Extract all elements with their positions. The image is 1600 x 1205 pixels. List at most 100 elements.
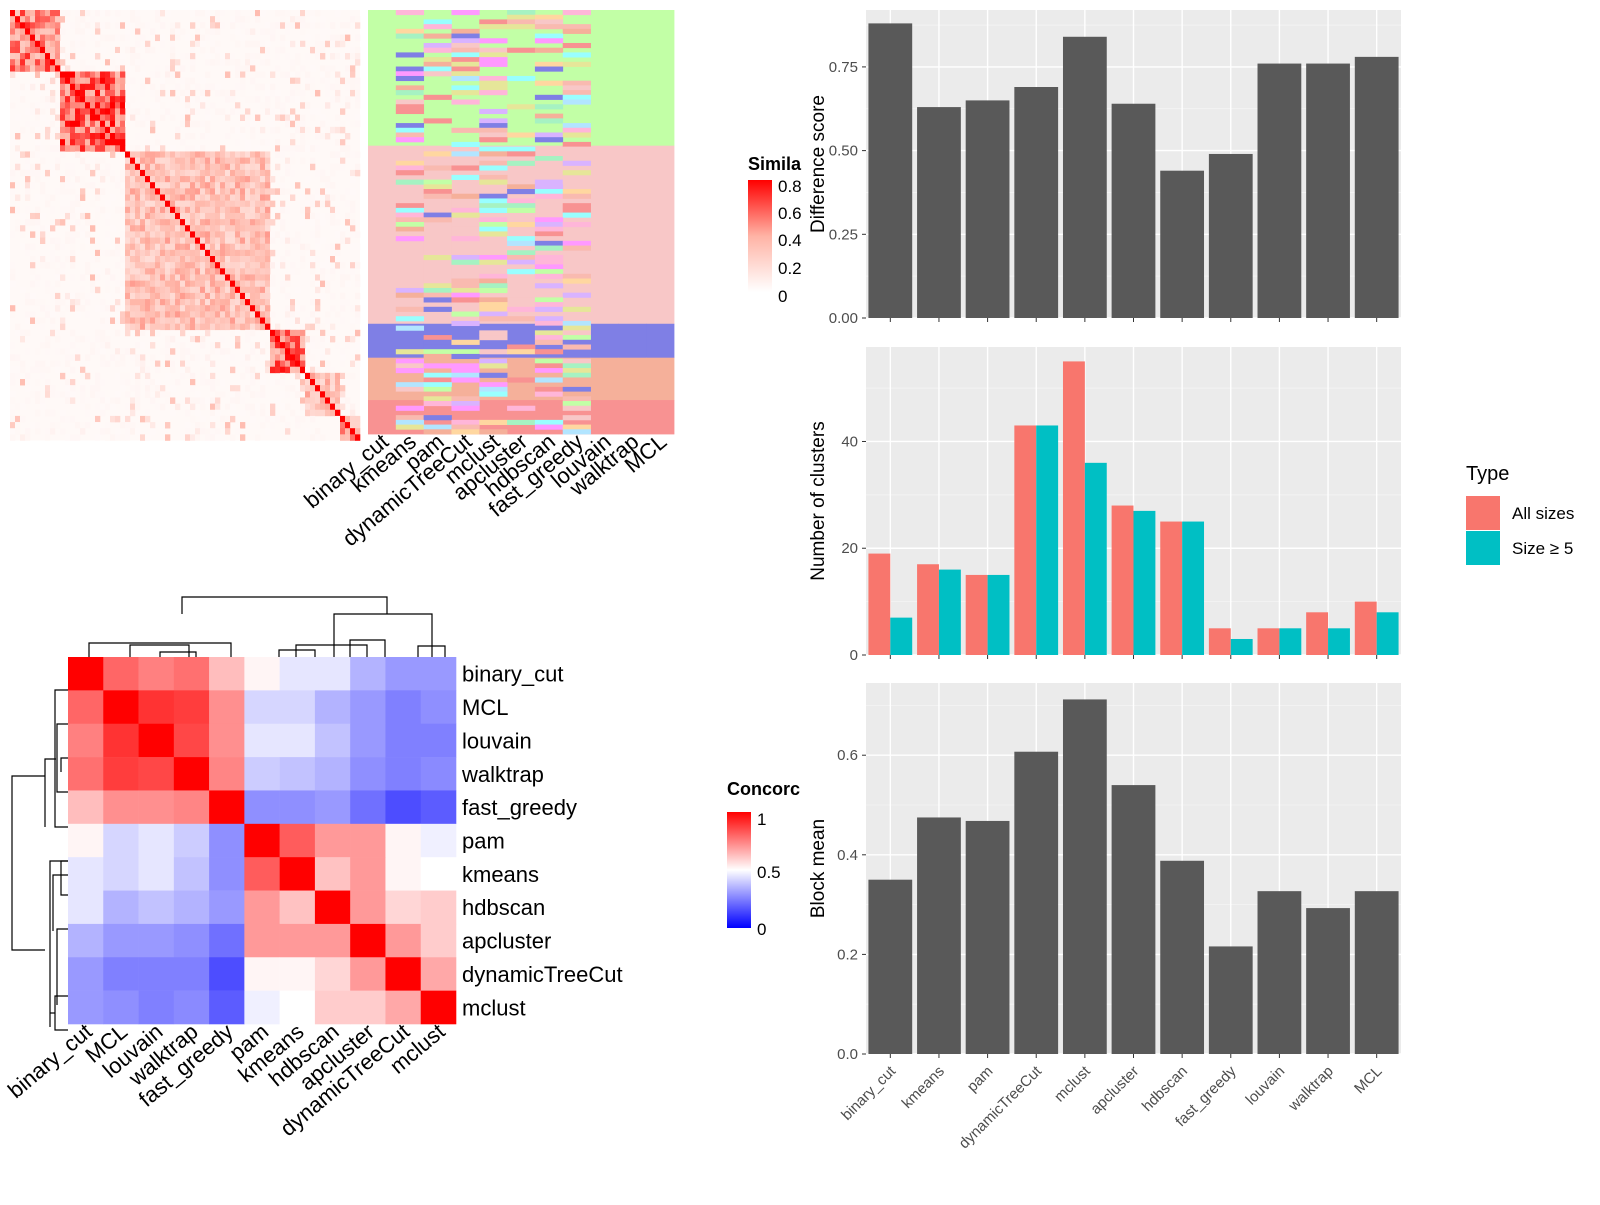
heatmap-cell [30, 305, 36, 312]
membership-cell [562, 292, 591, 298]
heatmap-cell [160, 114, 166, 121]
heatmap-cell [185, 409, 191, 417]
membership-cell [423, 424, 452, 430]
heatmap-cell [320, 262, 326, 269]
heatmap-cell [160, 194, 166, 201]
heatmap-cell [190, 40, 196, 48]
membership-cell [534, 320, 564, 327]
concordance-cell [68, 923, 104, 958]
heatmap-cell [140, 249, 146, 257]
heatmap-cell [15, 219, 21, 226]
heatmap-cell [235, 391, 241, 398]
heatmap-cell [120, 286, 126, 294]
membership-cell [423, 297, 452, 303]
heatmap-cell [355, 231, 361, 238]
membership-cell [479, 217, 508, 223]
heatmap-cell [75, 422, 81, 429]
heatmap-cell [10, 16, 16, 23]
similarity-heatmap [10, 10, 361, 441]
heatmap-cell [130, 403, 136, 411]
heatmap-cell [320, 34, 326, 42]
heatmap-cell [230, 268, 236, 275]
heatmap-cell [125, 182, 131, 189]
heatmap-cell [75, 89, 81, 97]
heatmap-cell [130, 169, 136, 177]
heatmap-cell [170, 219, 176, 226]
heatmap-cell [305, 71, 311, 78]
heatmap-cell [320, 22, 326, 29]
membership-cell [423, 377, 452, 383]
heatmap-cell [150, 194, 156, 201]
heatmap-cell [225, 348, 231, 355]
heatmap-cell [95, 28, 101, 35]
heatmap-cell [60, 409, 66, 417]
heatmap-cell [145, 40, 151, 48]
concordance-cell [209, 657, 245, 691]
heatmap-cell [150, 280, 156, 288]
heatmap-cell [45, 280, 51, 288]
heatmap-cell [285, 71, 291, 78]
heatmap-cell [250, 77, 256, 85]
heatmap-cell [205, 176, 211, 183]
heatmap-cell [10, 268, 16, 275]
heatmap-cell [270, 280, 276, 288]
heatmap-cell [160, 10, 166, 17]
heatmap-cell [160, 200, 166, 208]
heatmap-cell [175, 157, 181, 165]
heatmap-cell [285, 335, 291, 343]
heatmap-cell [345, 145, 351, 152]
heatmap-cell [200, 206, 206, 214]
heatmap-cell [215, 409, 221, 417]
heatmap-cell [285, 243, 291, 251]
heatmap-cell [270, 237, 276, 244]
heatmap-cell [90, 53, 96, 60]
heatmap-cell [305, 397, 311, 404]
heatmap-cell [70, 379, 76, 386]
heatmap-cell [275, 360, 281, 367]
heatmap-cell [275, 354, 281, 361]
heatmap-cell [120, 102, 126, 109]
heatmap-cell [185, 366, 191, 374]
heatmap-cell [190, 133, 196, 140]
heatmap-cell [320, 385, 326, 392]
heatmap-cell [335, 372, 341, 380]
heatmap-cell [245, 286, 251, 294]
heatmap-cell [210, 22, 216, 29]
concordance-cell [138, 823, 175, 858]
heatmap-cell [70, 182, 76, 189]
heatmap-cell [340, 145, 346, 152]
heatmap-cell [240, 219, 246, 226]
heatmap-cell [95, 243, 101, 251]
heatmap-cell [345, 428, 351, 435]
heatmap-cell [260, 305, 266, 312]
heatmap-cell [260, 256, 266, 263]
heatmap-cell [70, 169, 76, 177]
heatmap-cell [260, 292, 266, 300]
heatmap-cell [285, 305, 291, 312]
membership-cell [451, 207, 480, 213]
heatmap-cell [250, 206, 256, 214]
heatmap-cell [50, 53, 56, 60]
heatmap-cell [115, 305, 121, 312]
membership-cell [423, 382, 452, 388]
heatmap-cell [10, 372, 16, 380]
row-dendrogram [11, 689, 68, 1031]
heatmap-cell [115, 83, 121, 91]
heatmap-cell [320, 348, 326, 355]
heatmap-cell [220, 305, 226, 312]
heatmap-cell [195, 274, 201, 281]
heatmap-cell [290, 151, 296, 158]
heatmap-cell [195, 40, 201, 48]
membership-cell [562, 123, 591, 129]
heatmap-cell [135, 59, 141, 66]
heatmap-cell [315, 428, 321, 435]
heatmap-cell [180, 176, 186, 183]
heatmap-cell [235, 65, 241, 72]
heatmap-cell [35, 151, 41, 158]
heatmap-cell [50, 96, 56, 103]
heatmap-cell [320, 354, 326, 361]
heatmap-cell [170, 145, 176, 152]
membership-cell [562, 146, 591, 152]
heatmap-cell [175, 133, 181, 140]
heatmap-cell [350, 323, 356, 331]
